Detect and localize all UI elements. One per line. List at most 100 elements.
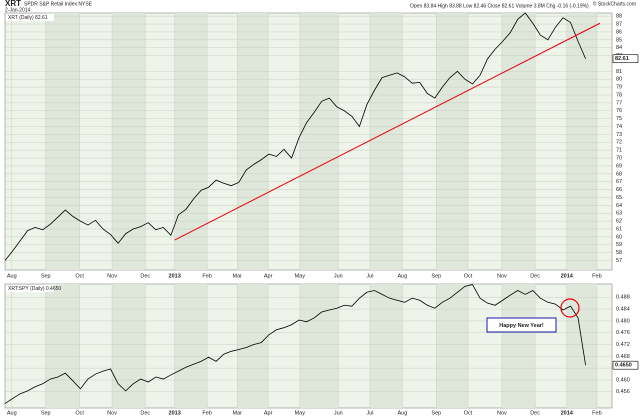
month-band — [501, 284, 536, 408]
month-band — [237, 13, 269, 270]
month-band — [112, 284, 146, 408]
price-line — [4, 284, 587, 404]
month-band — [369, 13, 403, 270]
x-tick-label: 2013 — [169, 273, 181, 279]
x-tick-label: May — [295, 410, 306, 416]
y-tick-label: 63 — [616, 211, 622, 217]
x-tick-label: 2014 — [561, 273, 574, 279]
x-tick-label: Mar — [233, 273, 243, 279]
y-tick-label: 0.456 — [616, 389, 630, 395]
y-tick-label: 60 — [616, 234, 622, 240]
x-tick-label: Aug — [397, 273, 407, 279]
y-tick-label: 0.460 — [616, 377, 630, 383]
y-tick-label: 80 — [616, 77, 622, 83]
last-value-box — [612, 54, 639, 64]
last-value-box — [612, 360, 639, 370]
y-tick-label: 0.488 — [616, 295, 630, 301]
y-tick-label: 0.472 — [616, 342, 630, 348]
month-band — [299, 284, 339, 408]
y-tick-label: 67 — [616, 179, 622, 185]
y-tick-label: 65 — [616, 195, 622, 201]
x-tick-label: 2013 — [169, 410, 181, 416]
legend-box — [6, 285, 54, 292]
x-tick-label: May — [295, 273, 306, 279]
y-tick-label: 79 — [616, 85, 622, 91]
x-tick-label: Feb — [202, 410, 211, 416]
highlight-circle — [560, 298, 580, 318]
x-tick-label: Nov — [107, 273, 117, 279]
y-tick-label: 66 — [616, 187, 622, 193]
y-tick-label: 0.484 — [616, 307, 630, 313]
legend: XRT:SPY (Daily) 0.4650 — [8, 286, 61, 292]
y-tick-label: 69 — [616, 163, 622, 169]
y-tick-label: 57 — [616, 258, 622, 264]
y-tick-label: 77 — [616, 100, 622, 106]
month-band — [174, 13, 208, 270]
y-tick-label: 85 — [616, 37, 622, 43]
price-line — [4, 12, 586, 261]
month-band — [566, 13, 597, 270]
y-tick-label: 86 — [616, 29, 622, 35]
x-tick-label: Dec — [140, 273, 150, 279]
y-tick-label: 64 — [616, 203, 622, 209]
y-tick-label: 0.468 — [616, 354, 630, 360]
x-tick-label: Oct — [464, 410, 473, 416]
x-tick-label: Feb — [202, 273, 211, 279]
legend: XRT (Daily) 82.61 — [8, 15, 48, 21]
y-tick-label: 87 — [616, 21, 622, 27]
x-tick-label: Feb — [592, 273, 601, 279]
x-tick-label: Jul — [366, 410, 373, 416]
y-tick-label: 0.480 — [616, 318, 630, 324]
x-tick-label: Sep — [41, 273, 51, 279]
y-tick-label: 88 — [616, 14, 622, 20]
x-tick-label: Jun — [334, 410, 343, 416]
y-tick-label: 76 — [616, 108, 622, 114]
x-tick-label: Dec — [140, 410, 150, 416]
y-tick-label: 62 — [616, 219, 622, 225]
y-tick-label: 84 — [616, 45, 622, 51]
x-tick-label: Apr — [264, 273, 273, 279]
annotation-box — [486, 317, 557, 333]
x-tick-label: Mar — [233, 410, 243, 416]
month-band — [501, 13, 536, 270]
y-tick-label: 74 — [616, 124, 622, 130]
y-tick-label: 71 — [616, 148, 622, 154]
quote: Open 83.84 High 83.88 Low 82.46 Close 82… — [410, 3, 589, 9]
x-tick-label: Oct — [75, 273, 84, 279]
x-tick-label: Oct — [75, 410, 84, 416]
y-tick-label: 78 — [616, 92, 622, 98]
y-tick-label: 72 — [616, 140, 622, 146]
x-tick-label: Aug — [7, 410, 17, 416]
x-tick-label: Dec — [530, 273, 540, 279]
month-band — [566, 284, 597, 408]
y-tick-label: 58 — [616, 250, 622, 256]
symbol: XRT — [5, 0, 21, 8]
x-tick-label: Sep — [431, 273, 441, 279]
x-tick-label: Nov — [497, 273, 507, 279]
y-tick-label: 81 — [616, 69, 622, 75]
y-tick-label: 73 — [616, 132, 622, 138]
date: 2-Jan-2014 — [5, 7, 31, 13]
y-tick-label: 59 — [616, 242, 622, 248]
legend-box — [6, 14, 54, 21]
y-tick-label: 75 — [616, 116, 622, 122]
credit: © StockCharts.com — [593, 0, 636, 7]
y-tick-label: 0.476 — [616, 330, 630, 336]
month-band — [369, 284, 403, 408]
y-tick-label: 61 — [616, 226, 622, 232]
x-tick-label: Jul — [366, 273, 373, 279]
subtitle: SPDR S&P Retail Index NYSE — [24, 1, 93, 7]
trend-line — [174, 22, 601, 241]
last-value: 0.4650 — [615, 363, 632, 369]
x-tick-label: Feb — [592, 410, 601, 416]
x-tick-label: Jun — [334, 273, 343, 279]
month-band — [436, 284, 468, 408]
x-tick-label: Sep — [41, 410, 51, 416]
y-tick-label: 68 — [616, 171, 622, 177]
x-tick-label: Nov — [107, 410, 117, 416]
month-band — [45, 13, 80, 270]
month-band — [299, 13, 339, 270]
x-tick-label: Apr — [264, 410, 273, 416]
x-tick-label: Aug — [7, 273, 17, 279]
